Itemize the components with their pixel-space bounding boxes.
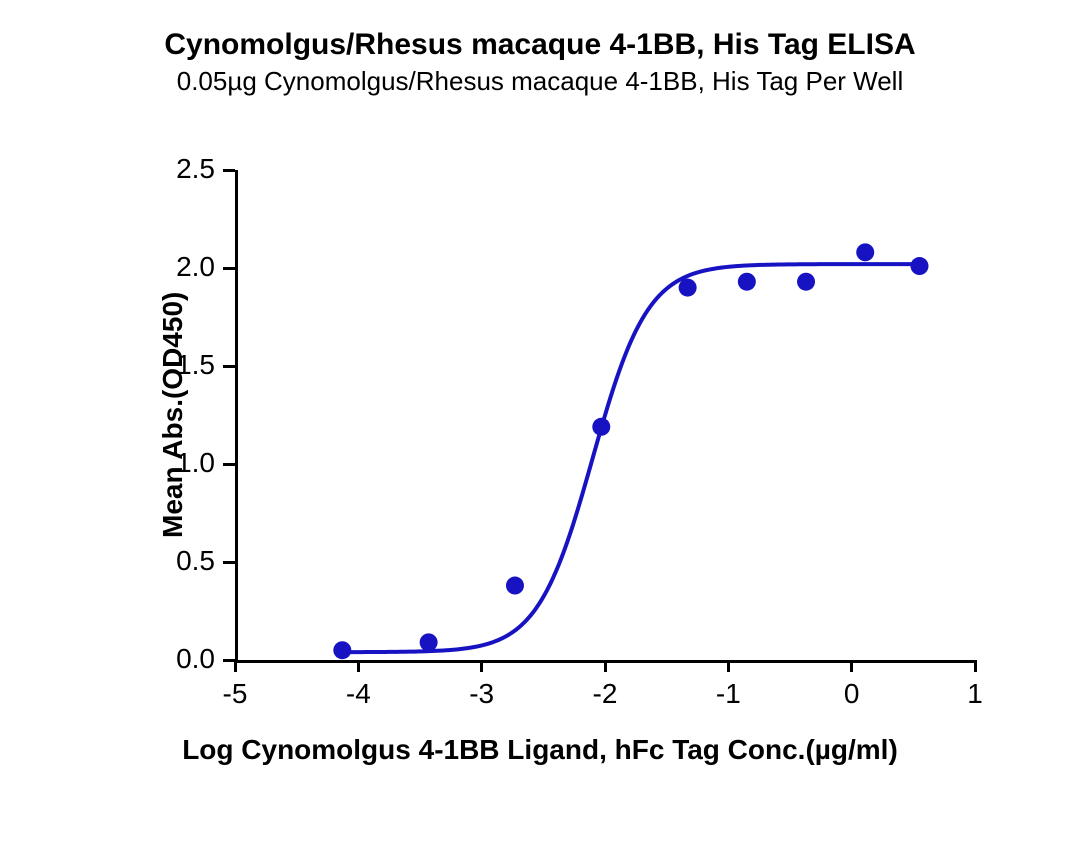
y-tick — [223, 365, 235, 368]
x-axis-label: Log Cynomolgus 4-1BB Ligand, hFc Tag Con… — [0, 734, 1080, 766]
x-tick — [234, 660, 237, 672]
x-tick-label: -2 — [575, 678, 635, 710]
x-tick — [727, 660, 730, 672]
y-tick-label: 0.5 — [176, 545, 215, 577]
chart-container: Cynomolgus/Rhesus macaque 4-1BB, His Tag… — [0, 0, 1080, 845]
x-tick-label: -4 — [328, 678, 388, 710]
y-tick — [223, 267, 235, 270]
fit-curve — [342, 264, 919, 652]
data-point — [738, 273, 756, 291]
y-axis-label: Mean Abs.(OD450) — [157, 292, 189, 538]
y-tick-label: 2.5 — [176, 153, 215, 185]
chart-svg — [235, 170, 975, 660]
x-tick — [357, 660, 360, 672]
chart-title-main: Cynomolgus/Rhesus macaque 4-1BB, His Tag… — [0, 28, 1080, 62]
chart-title-sub: 0.05µg Cynomolgus/Rhesus macaque 4-1BB, … — [0, 66, 1080, 97]
y-tick — [223, 561, 235, 564]
y-tick — [223, 169, 235, 172]
title-block: Cynomolgus/Rhesus macaque 4-1BB, His Tag… — [0, 28, 1080, 97]
data-point — [797, 273, 815, 291]
x-tick — [480, 660, 483, 672]
plot-area — [235, 170, 975, 660]
data-point — [856, 243, 874, 261]
y-tick-label: 2.0 — [176, 251, 215, 283]
x-tick-label: 0 — [822, 678, 882, 710]
data-point — [592, 418, 610, 436]
x-tick — [850, 660, 853, 672]
data-point — [506, 577, 524, 595]
x-tick-label: -1 — [698, 678, 758, 710]
y-tick-label: 0.0 — [176, 643, 215, 675]
data-point — [679, 279, 697, 297]
data-point — [420, 633, 438, 651]
x-tick — [604, 660, 607, 672]
data-point — [333, 641, 351, 659]
x-tick-label: 1 — [945, 678, 1005, 710]
y-axis-line — [235, 170, 238, 663]
x-tick — [974, 660, 977, 672]
data-point — [911, 257, 929, 275]
y-tick — [223, 463, 235, 466]
x-tick-label: -5 — [205, 678, 265, 710]
x-tick-label: -3 — [452, 678, 512, 710]
